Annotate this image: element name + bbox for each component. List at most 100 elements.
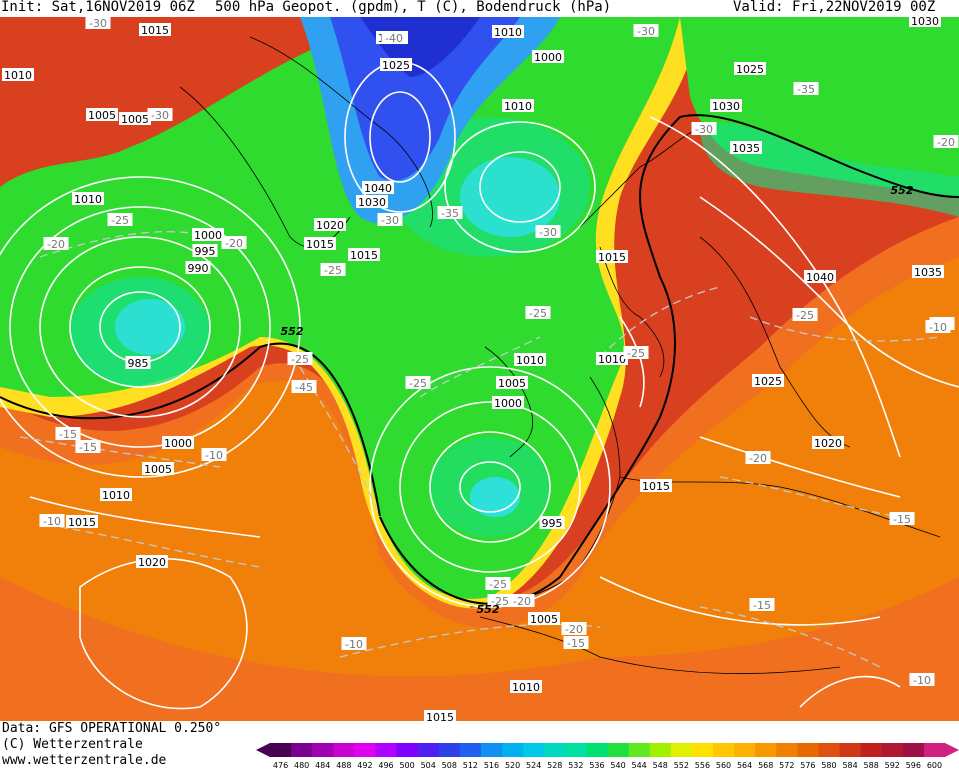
svg-text:-40: -40 — [385, 32, 403, 45]
temperature-label: -15 — [749, 598, 775, 612]
pressure-label: 1000 — [162, 436, 194, 450]
copyright: (C) Wetterzentrale — [2, 737, 143, 752]
svg-text:1015: 1015 — [426, 711, 454, 721]
scandinavia-coast — [579, 126, 701, 228]
pressure-label: 990 — [185, 261, 211, 275]
eastern-border — [699, 236, 851, 448]
svg-text:1030: 1030 — [358, 196, 386, 209]
pressure-label: 1040 — [804, 270, 836, 284]
scale-tick-label: 548 — [653, 761, 668, 770]
low-west-core — [115, 299, 185, 355]
pressure-label: 1010 — [502, 99, 534, 113]
scale-tick-label: 564 — [737, 761, 752, 770]
svg-text:-35: -35 — [441, 207, 459, 220]
svg-text:552: 552 — [891, 184, 914, 197]
scale-swatch — [923, 743, 946, 757]
color-scale: 476 480 484 488 492 496 500 504 508 512 516 520 524 5… — [256, 743, 959, 770]
pressure-label: 1020 — [136, 555, 168, 569]
temperature-label: -20 — [221, 236, 247, 250]
isobars — [0, 61, 959, 710]
svg-text:1010: 1010 — [74, 193, 102, 206]
pressure-label: 1010 — [596, 352, 628, 366]
init-time: Init: Sat,16NOV2019 06Z — [1, 0, 195, 15]
map-title: 500 hPa Geopot. (gpdm), T (C), Bodendruc… — [215, 0, 612, 15]
pressure-label: 1015 — [304, 237, 336, 251]
pressure-label: 1010 — [514, 353, 546, 367]
svg-text:-25: -25 — [491, 595, 509, 608]
temperature-label: -30 — [377, 213, 403, 227]
scale-swatch — [902, 743, 925, 757]
pressure-label: 1000 — [532, 50, 564, 64]
svg-text:1025: 1025 — [736, 63, 764, 76]
temperature-label: -25 — [525, 306, 551, 320]
pressure-label: 1035 — [912, 265, 944, 279]
scale-tick-label: 600 — [927, 761, 942, 770]
svg-text:1035: 1035 — [914, 266, 942, 279]
scale-swatch — [544, 743, 566, 757]
svg-text:1015: 1015 — [141, 24, 169, 37]
svg-text:985: 985 — [128, 357, 149, 370]
scale-swatch — [502, 743, 524, 757]
svg-text:1005: 1005 — [88, 109, 116, 122]
svg-text:-25: -25 — [529, 307, 547, 320]
scale-swatch — [438, 743, 461, 757]
pressure-label: 1025 — [380, 58, 412, 72]
temperature-label: -10 — [39, 514, 65, 528]
scale-tick-label: 512 — [463, 761, 478, 770]
temperature-label: -20 — [509, 594, 535, 608]
pressure-label: 1010 — [100, 488, 132, 502]
pressure-label: 995 — [539, 516, 565, 530]
svg-text:1005: 1005 — [498, 377, 526, 390]
svg-text:-30: -30 — [151, 109, 169, 122]
pressure-label: 1005 — [528, 612, 560, 626]
scale-tick-label: 572 — [779, 761, 794, 770]
pressure-label: 985 — [125, 356, 151, 370]
temperature-label: -25 — [623, 346, 649, 360]
scale-swatch — [333, 743, 355, 757]
svg-text:-25: -25 — [796, 309, 814, 322]
cyan-green-east — [700, 123, 959, 217]
temperature-label: -10 — [925, 320, 951, 334]
svg-text:1005: 1005 — [144, 463, 172, 476]
svg-text:1020: 1020 — [138, 556, 166, 569]
pressure-label: 1010 — [492, 25, 524, 39]
svg-text:-45: -45 — [295, 381, 313, 394]
svg-text:-25: -25 — [409, 377, 427, 390]
svg-text:1020: 1020 — [814, 437, 842, 450]
temperature-label: -15 — [889, 512, 915, 526]
pressure-label: 1010 — [72, 192, 104, 206]
svg-text:-25: -25 — [111, 214, 129, 227]
africa-coast — [479, 616, 841, 674]
svg-text:1020: 1020 — [316, 219, 344, 232]
scale-tick-label: 560 — [716, 761, 731, 770]
svg-text:1000: 1000 — [164, 437, 192, 450]
scale-tick-label: 552 — [674, 761, 689, 770]
orange-band — [0, 257, 959, 677]
svg-text:1030: 1030 — [712, 100, 740, 113]
pressure-label: 1030 — [710, 99, 742, 113]
scale-tick-label: 484 — [315, 761, 330, 770]
svg-text:552: 552 — [477, 603, 500, 616]
svg-text:-20: -20 — [937, 136, 955, 149]
geopotential-labels: 552 552 552 — [281, 184, 914, 616]
scale-tick-label: 588 — [864, 761, 879, 770]
scale-swatch — [881, 743, 904, 757]
scale-tick-label: 500 — [399, 761, 414, 770]
scale-arrow-right — [945, 743, 959, 757]
scale-tick-label: 540 — [610, 761, 625, 770]
scale-tick-label: 592 — [885, 761, 900, 770]
britain-coast — [484, 346, 534, 458]
svg-text:-15: -15 — [753, 599, 771, 612]
pressure-label: 1000 — [492, 396, 524, 410]
scale-tick-label: 536 — [589, 761, 604, 770]
svg-text:-25: -25 — [324, 264, 342, 277]
scale-swatch — [480, 743, 503, 757]
scale-tick-label: 524 — [526, 761, 541, 770]
svg-text:-35: -35 — [797, 83, 815, 96]
scale-tick-label: 584 — [842, 761, 857, 770]
temperature-label: -35 — [793, 82, 819, 96]
temperature-label: -25 — [405, 376, 431, 390]
pressure-label: 1015 — [348, 248, 380, 262]
svg-text:1000: 1000 — [494, 397, 522, 410]
scale-swatch — [312, 743, 334, 757]
